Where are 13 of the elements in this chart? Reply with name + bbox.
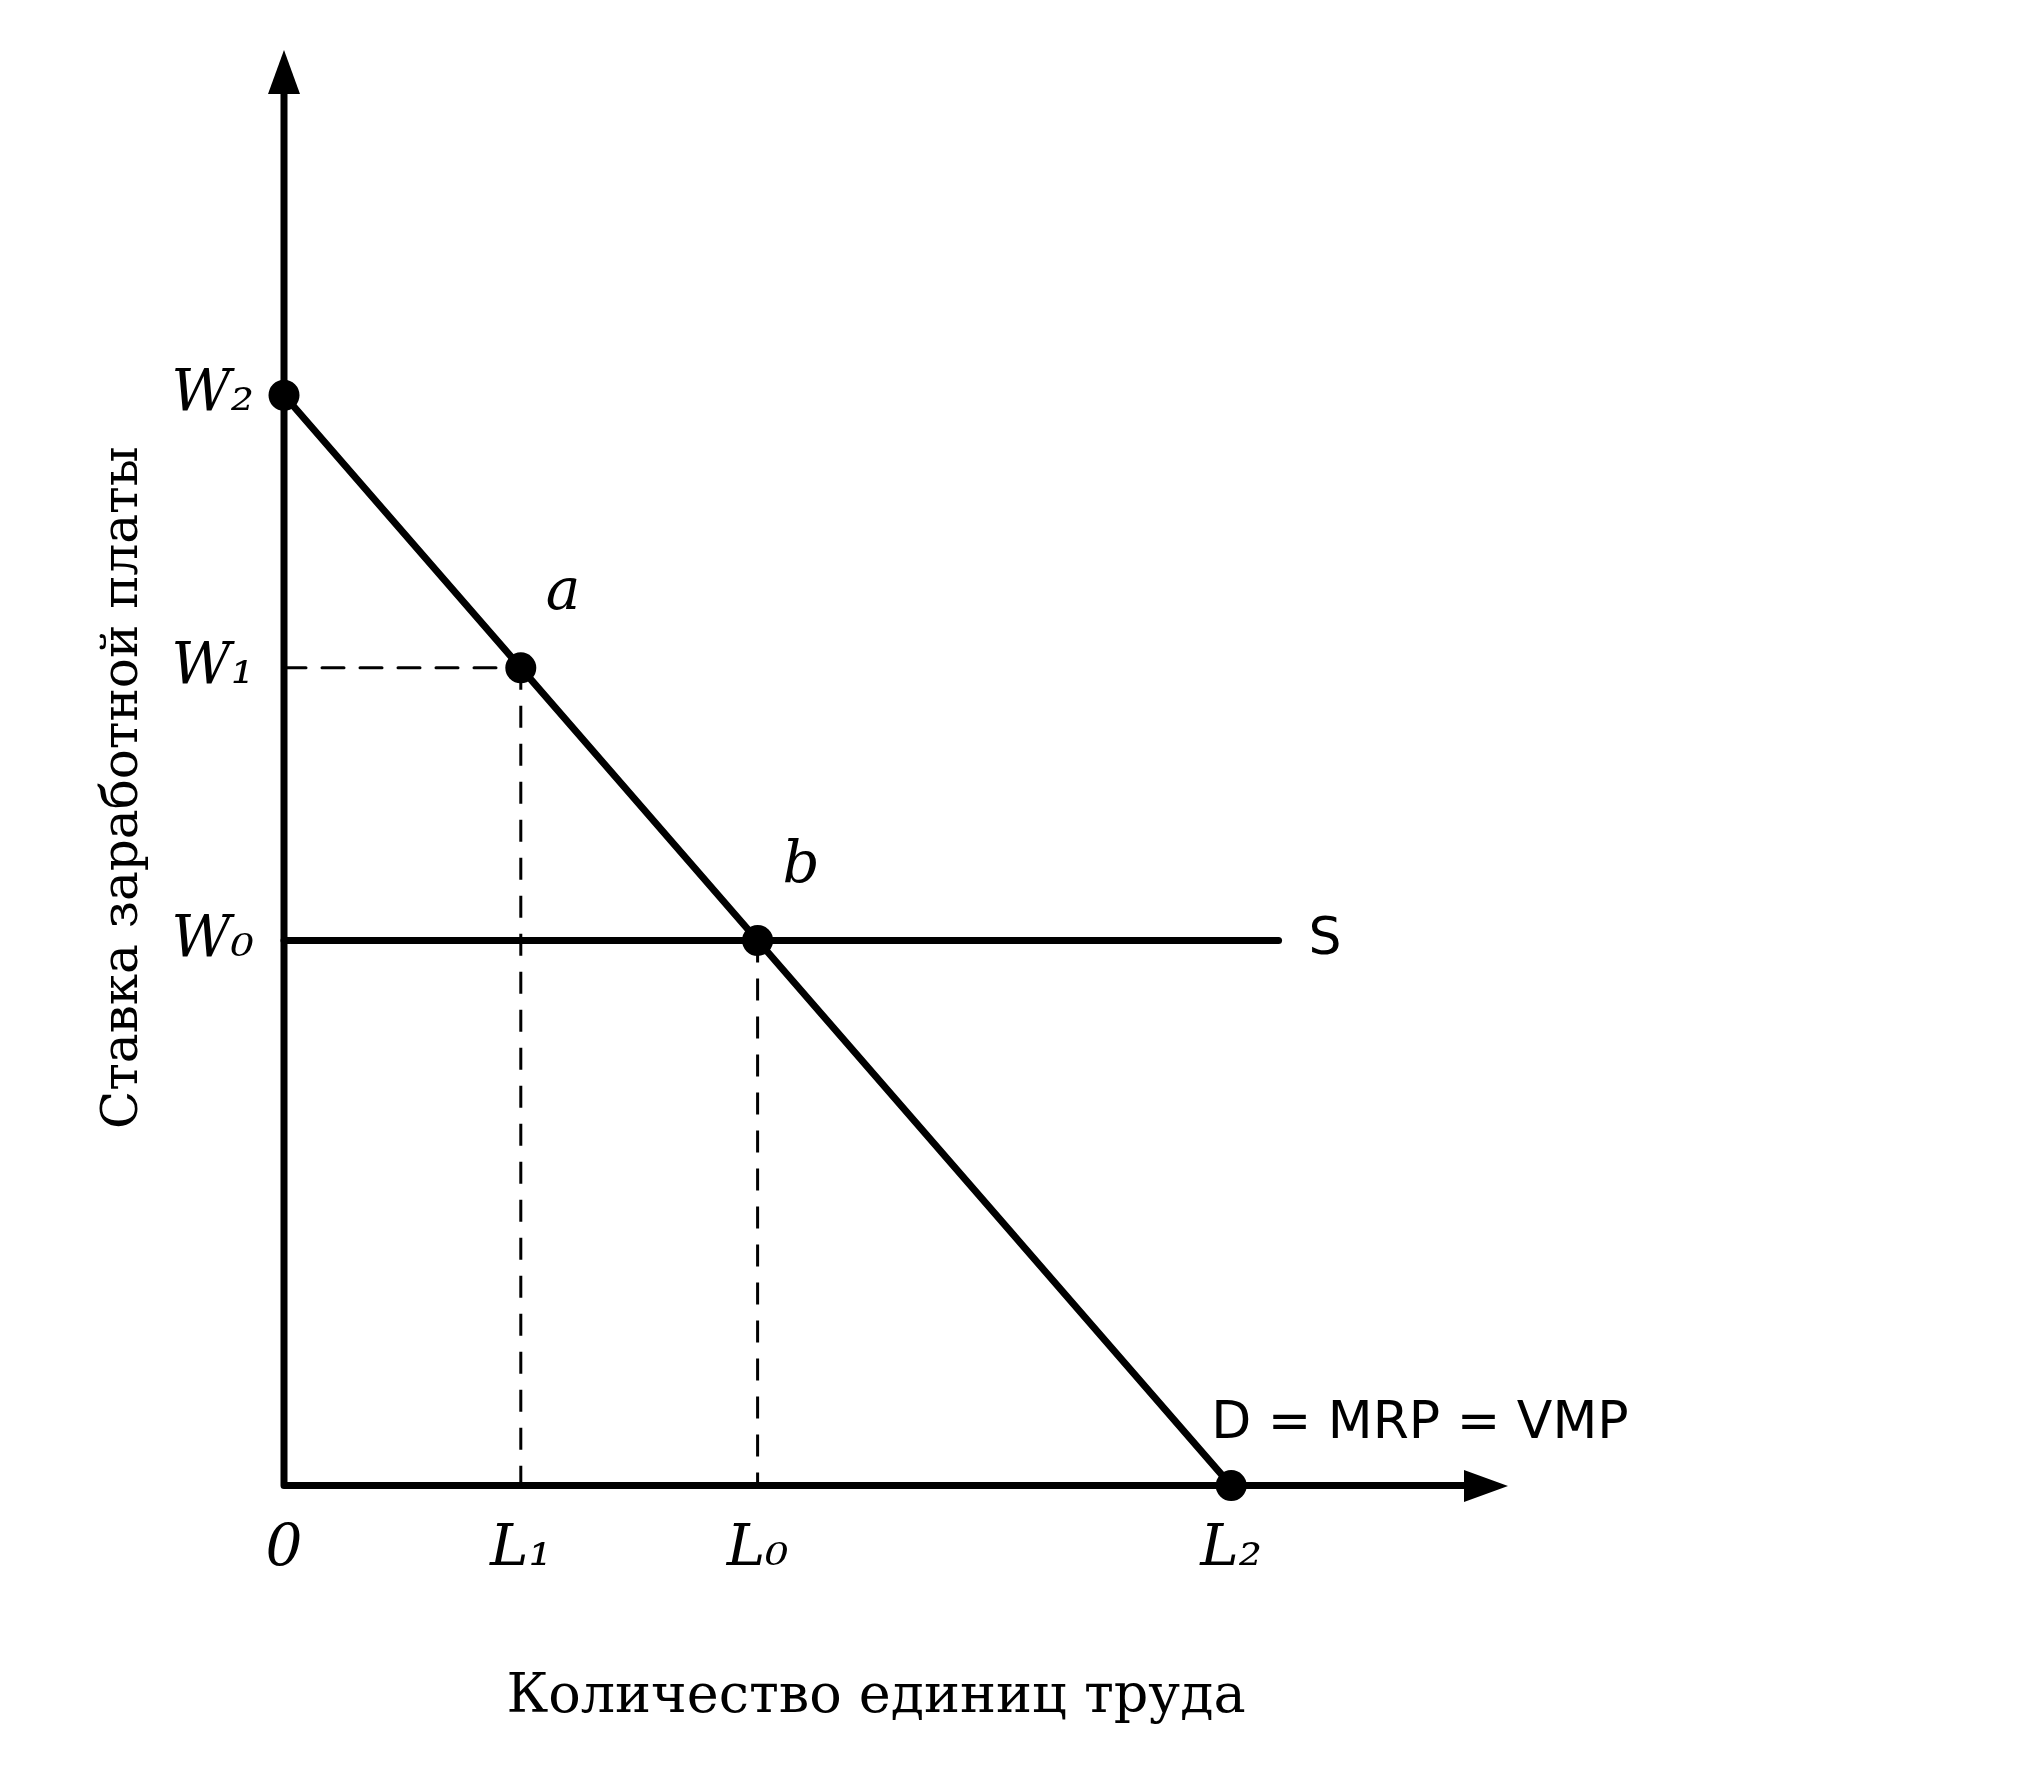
annotation: a (545, 554, 581, 623)
annotation: W₀ (171, 901, 254, 970)
y-axis-title: Ставка заработной платы (90, 446, 149, 1130)
x-tick-label: 0 (265, 1511, 303, 1580)
x-tick-label: L₂ (1199, 1511, 1263, 1580)
x-tick-label: L₀ (725, 1511, 789, 1580)
series-label: S (1308, 905, 1342, 966)
x-tick-label: L₁ (488, 1511, 552, 1580)
annotation: W₂ (171, 356, 254, 425)
x-axis-title: Количество единиц труда (506, 1661, 1246, 1725)
annotation: b (782, 827, 820, 896)
series-label: D = MRP = VMP (1211, 1390, 1629, 1451)
annotation: W₁ (171, 628, 254, 697)
